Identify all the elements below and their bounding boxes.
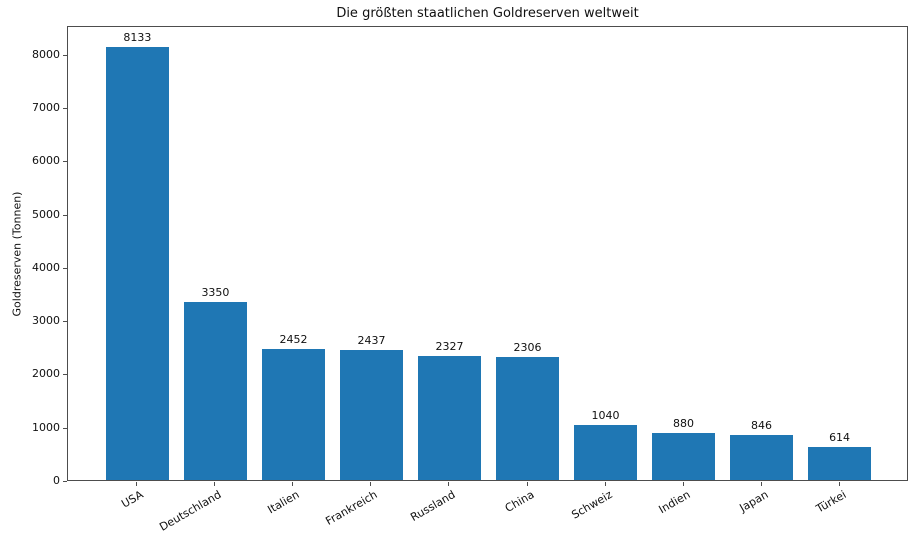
y-tick-mark	[63, 215, 67, 216]
y-tick-label: 2000	[32, 367, 60, 381]
x-tick-mark	[526, 482, 528, 486]
y-tick-label: 6000	[32, 154, 60, 168]
bar-japan	[730, 434, 793, 480]
x-tick-mark	[760, 482, 762, 486]
y-tick-mark	[63, 428, 67, 429]
bar-value-label: 2452	[279, 333, 308, 347]
bar-china	[496, 357, 559, 480]
bar-value-label: 614	[829, 431, 851, 445]
plot-area: 8133 3350 2452 2437 2327 2306 1040 880 846 614	[67, 26, 908, 481]
y-tick-mark	[63, 161, 67, 162]
bar-russland	[418, 356, 481, 480]
bar-frankreich	[340, 350, 403, 480]
bar-usa	[106, 46, 169, 480]
bar-value-label: 2437	[357, 334, 386, 348]
y-tick-label: 3000	[32, 314, 60, 328]
y-tick-label: 0	[53, 474, 60, 487]
bar-value-label: 2306	[513, 341, 542, 355]
y-tick-mark	[63, 55, 67, 56]
x-tick-mark	[682, 482, 684, 486]
x-tick-mark	[292, 482, 294, 486]
bar-value-label: 2327	[435, 340, 464, 354]
bar-value-label: 1040	[591, 408, 620, 422]
bar-value-label: 8133	[123, 30, 152, 44]
bar-value-label: 880	[673, 417, 695, 431]
x-tick-mark	[214, 482, 216, 486]
y-tick-mark	[63, 268, 67, 269]
bar-indien	[652, 433, 715, 480]
bar-italien	[262, 349, 325, 480]
y-tick-label: 1000	[32, 420, 60, 434]
y-tick-label: 8000	[32, 47, 60, 61]
bar-deutschland	[184, 301, 247, 480]
y-tick-label: 4000	[32, 260, 60, 274]
x-tick-mark	[604, 482, 606, 486]
y-tick-mark	[63, 108, 67, 109]
y-tick-mark	[63, 481, 67, 482]
x-tick-mark	[136, 482, 138, 486]
bar-schweiz	[574, 424, 637, 480]
y-tick-mark	[63, 374, 67, 375]
x-tick-mark	[838, 482, 840, 486]
y-tick-label: 5000	[32, 207, 60, 221]
x-tick-mark	[370, 482, 372, 486]
bar-türkei	[808, 447, 871, 480]
x-tick-mark	[448, 482, 450, 486]
bar-value-label: 3350	[201, 285, 230, 299]
y-tick-label: 7000	[32, 101, 60, 115]
y-tick-mark	[63, 321, 67, 322]
chart-title: Die größten staatlichen Goldreserven wel…	[336, 6, 639, 21]
bar-value-label: 846	[751, 418, 773, 432]
